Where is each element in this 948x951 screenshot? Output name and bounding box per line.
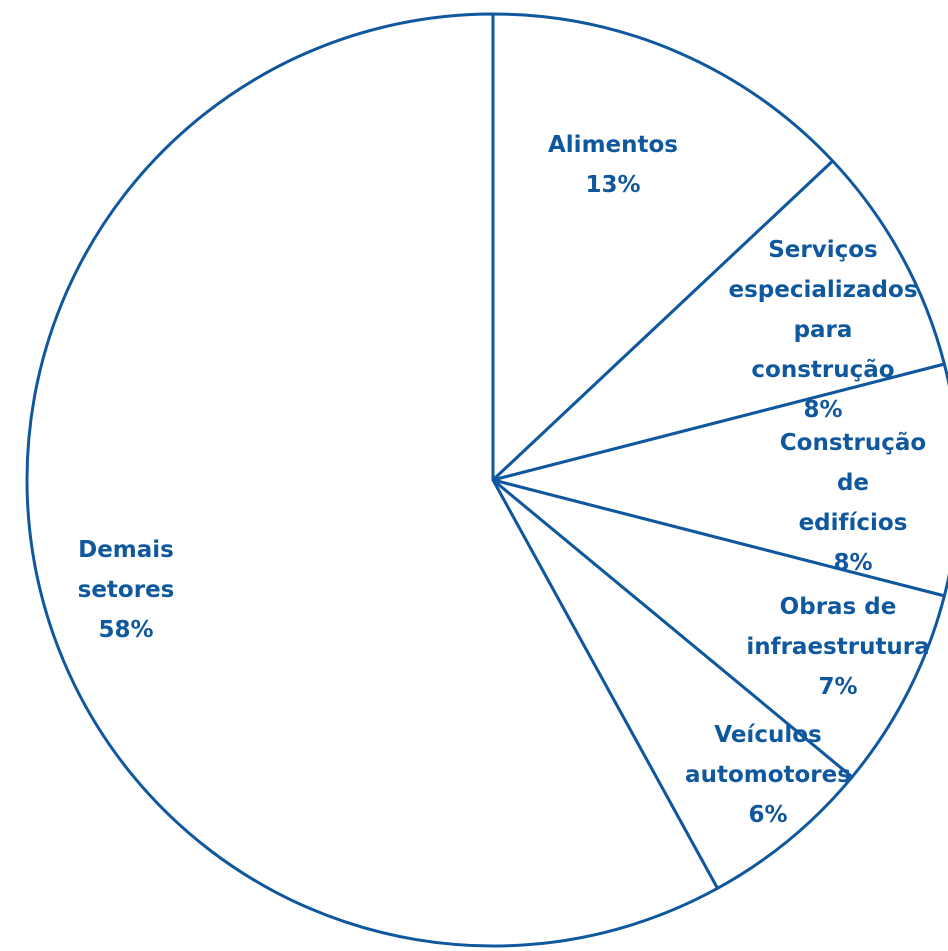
slice-label: Construção de edifícios 8% [780, 423, 926, 583]
value-label: 8% [803, 397, 843, 423]
value-label: 7% [818, 674, 858, 700]
pie-slice [491, 159, 946, 482]
category-label: Demais setores [77, 537, 175, 603]
category-label: Veículos automotores [685, 722, 851, 788]
category-label: Alimentos [548, 132, 678, 158]
category-label: Serviços especializados para construção [728, 237, 918, 383]
pie-slice [491, 362, 948, 598]
value-label: 13% [585, 172, 641, 198]
category-label: Construção de edifícios [779, 430, 927, 536]
category-label: Obras de infraestrutura [746, 594, 930, 660]
slice-label: Serviços especializados para construção 8… [728, 230, 917, 430]
value-label: 8% [833, 550, 873, 576]
pie-slice [25, 12, 719, 948]
slice-label: Veículos automotores 6% [685, 715, 851, 835]
slice-label: Demais setores 58% [78, 530, 175, 650]
pie-slice [491, 12, 835, 482]
value-label: 58% [98, 617, 154, 643]
pie-slice [491, 478, 946, 779]
value-label: 6% [748, 802, 788, 828]
pie-slice [491, 478, 854, 890]
slice-label: Alimentos 13% [548, 125, 678, 205]
slice-label: Obras de infraestrutura 7% [746, 587, 929, 707]
